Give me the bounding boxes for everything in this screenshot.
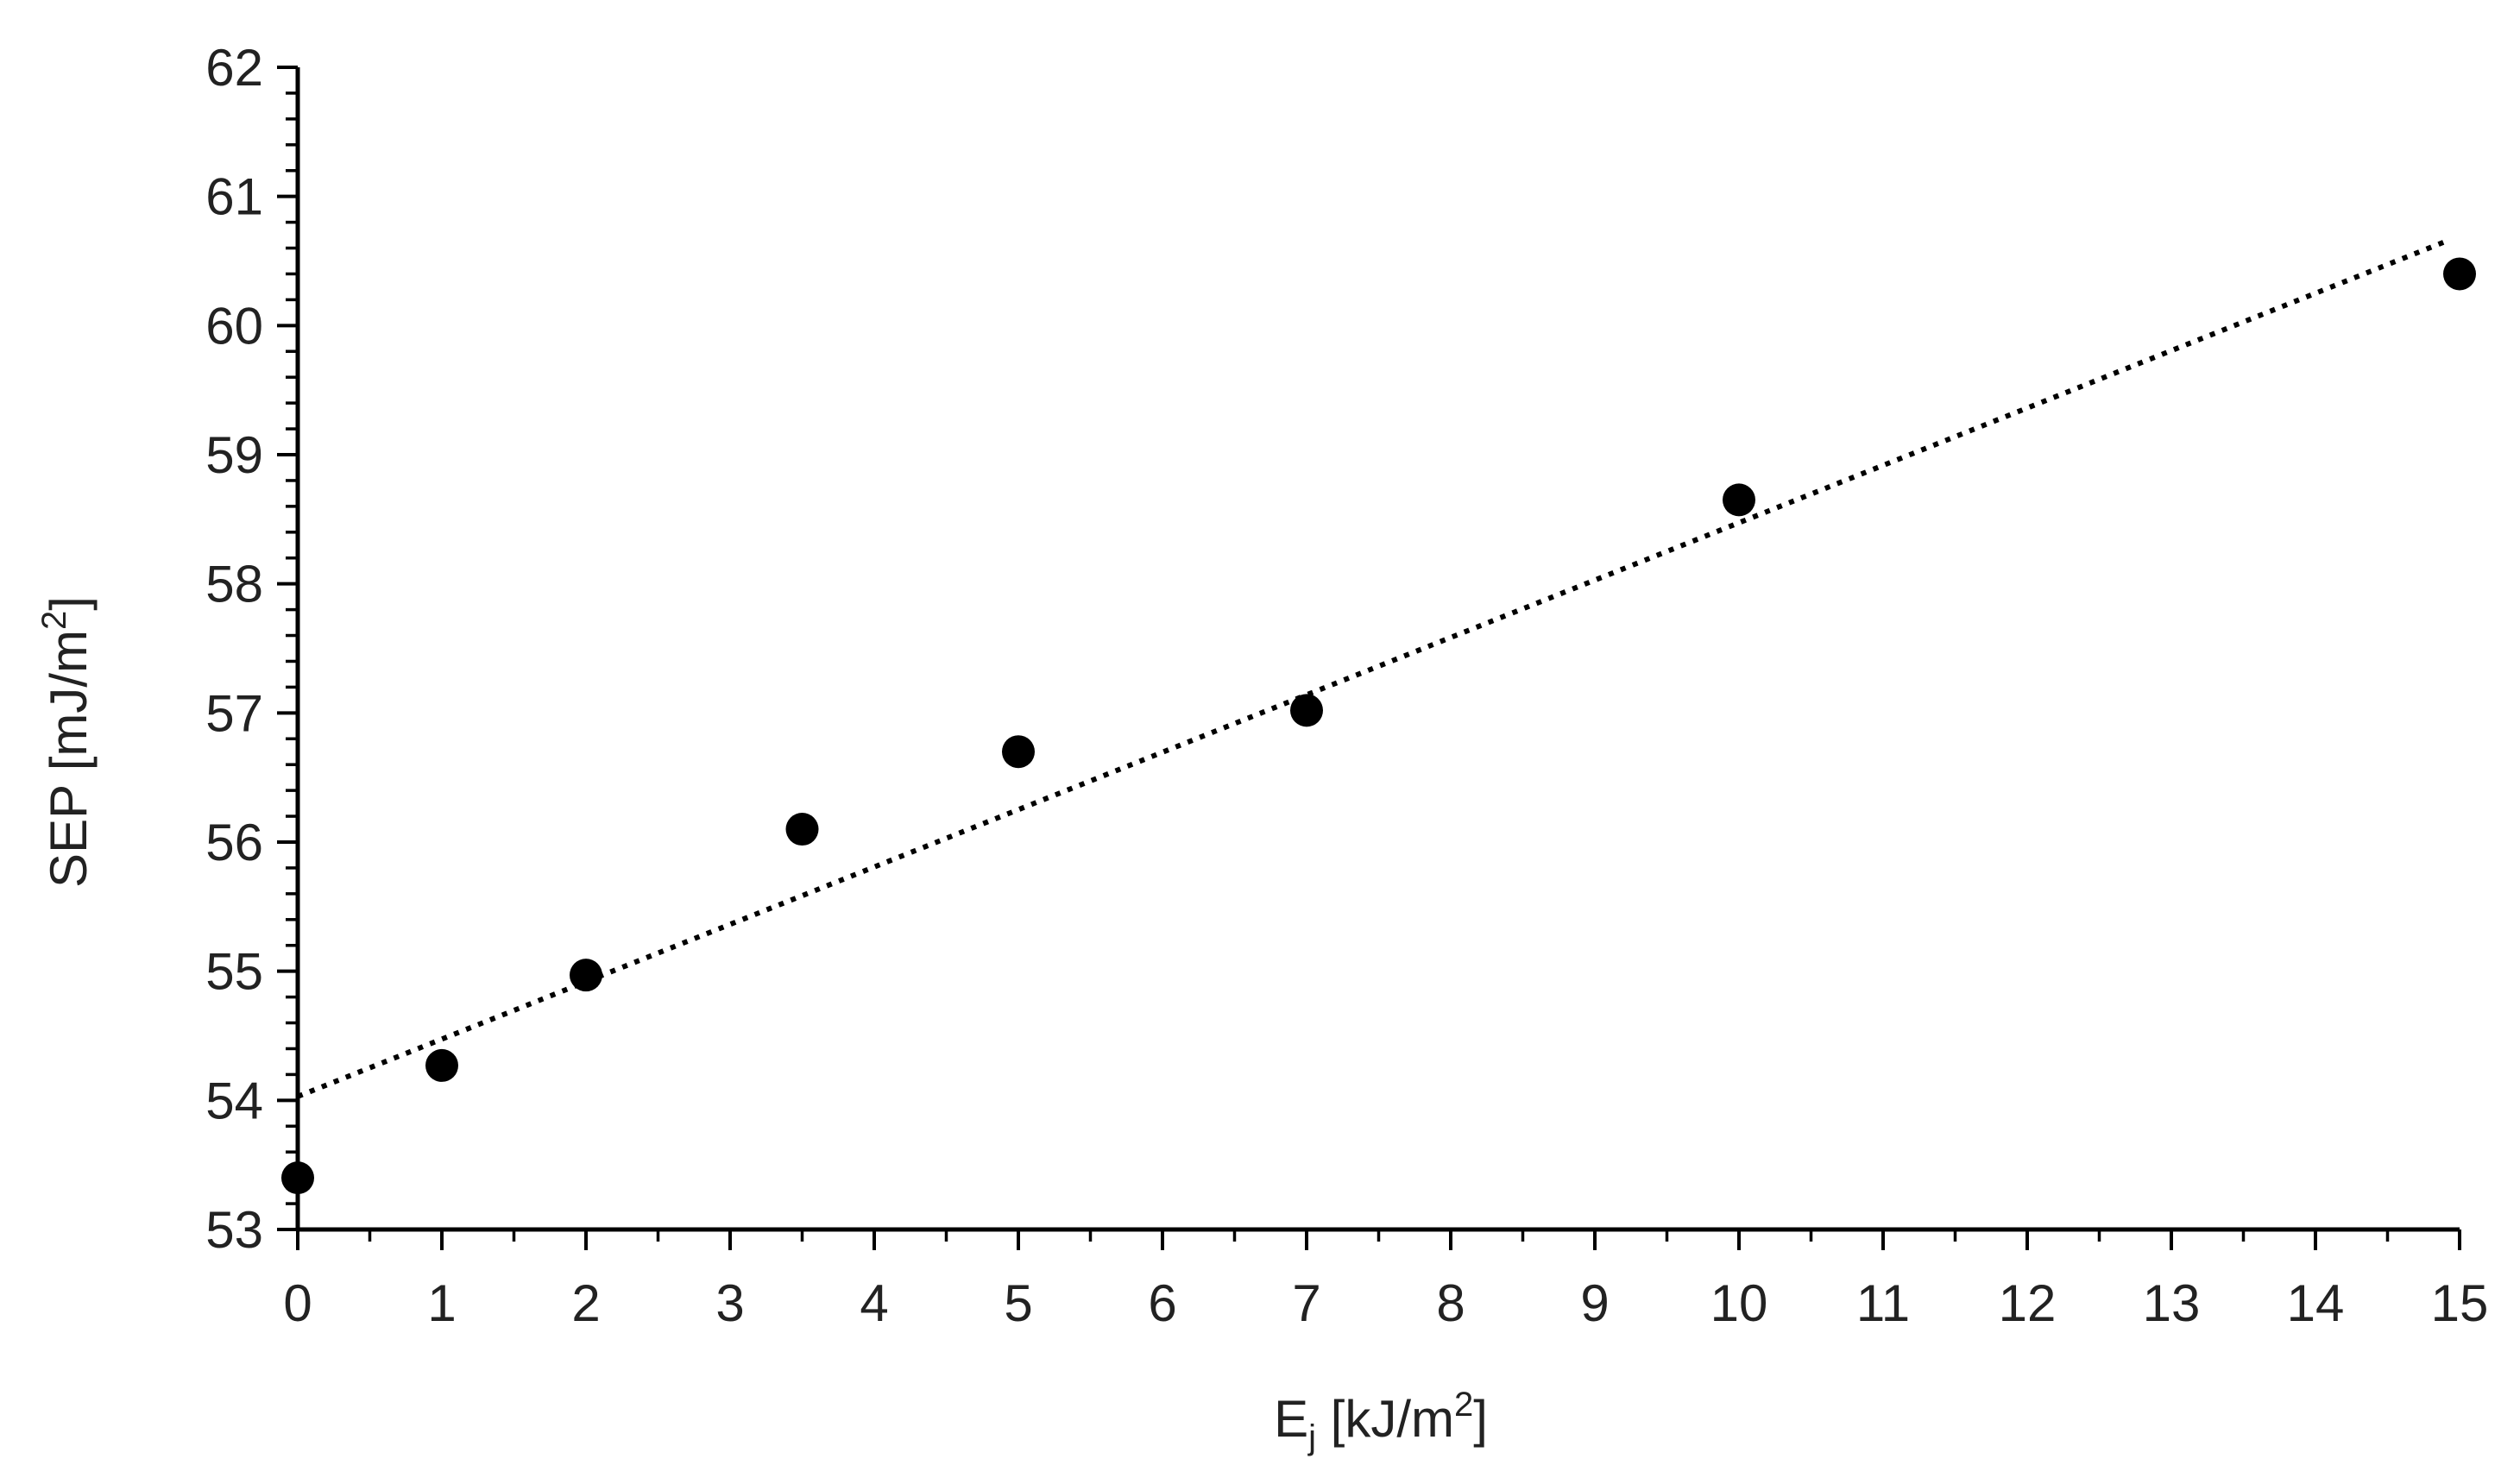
- y-tick-label: 59: [205, 426, 263, 484]
- y-tick-label: 57: [205, 684, 263, 742]
- x-tick-label: 12: [1999, 1274, 2057, 1332]
- y-tick-label: 55: [205, 943, 263, 1001]
- trendline: [296, 239, 2447, 1099]
- data-point: [1723, 483, 1755, 517]
- x-tick-label: 6: [1148, 1274, 1176, 1332]
- x-tick-label: 3: [715, 1274, 744, 1332]
- y-tick-label: 56: [205, 814, 263, 871]
- x-tick-label: 13: [2143, 1274, 2201, 1332]
- data-point: [785, 813, 819, 846]
- axes: [295, 67, 2460, 1232]
- data-point: [2443, 257, 2476, 291]
- data-point: [281, 1161, 314, 1195]
- trendline-line: [296, 239, 2447, 1099]
- x-tick-label: 2: [571, 1274, 600, 1332]
- x-tick-label: 0: [283, 1274, 312, 1332]
- data-point: [1002, 735, 1035, 769]
- y-tick-label: 58: [205, 556, 263, 613]
- y-tick-label: 54: [205, 1072, 263, 1129]
- x-tick-label: 8: [1436, 1274, 1465, 1332]
- x-tick-label: 4: [860, 1274, 888, 1332]
- data-point: [1290, 694, 1323, 727]
- data-points: [281, 257, 2476, 1195]
- y-tick-label: 53: [205, 1201, 263, 1259]
- data-point: [570, 959, 602, 992]
- data-point: [425, 1048, 458, 1082]
- y-tick-label: 62: [205, 39, 263, 97]
- y-axis-title-power: 2: [35, 611, 73, 630]
- x-axis-title-unit-power: 2: [1454, 1386, 1473, 1424]
- x-tick-label: 5: [1004, 1274, 1032, 1332]
- x-tick-label: 11: [1856, 1274, 1910, 1332]
- x-tick-label: 1: [427, 1274, 456, 1332]
- y-tick-label: 61: [205, 168, 263, 226]
- x-axis-title-unit: [kJ/m: [1316, 1390, 1454, 1448]
- x-tick-label: 15: [2431, 1274, 2489, 1332]
- y-axis-title-close: ]: [40, 596, 98, 611]
- x-axis-title: Ej [kJ/m2]: [1274, 1386, 1488, 1456]
- x-tick-label: 14: [2287, 1274, 2345, 1332]
- x-tick-label: 7: [1292, 1274, 1320, 1332]
- y-axis-title: SEP [mJ/m2]: [35, 596, 98, 888]
- x-tick-label: 9: [1580, 1274, 1609, 1332]
- x-axis-title-unit-close: ]: [1473, 1390, 1488, 1448]
- y-tick-label: 60: [205, 297, 263, 355]
- x-tick-label: 10: [1710, 1274, 1768, 1332]
- x-axis-title-main: E: [1274, 1390, 1308, 1448]
- axis-ticks: [277, 66, 2461, 1250]
- x-axis-title-subscript: j: [1307, 1418, 1316, 1456]
- y-axis-title-main: SEP [mJ/m: [40, 630, 98, 888]
